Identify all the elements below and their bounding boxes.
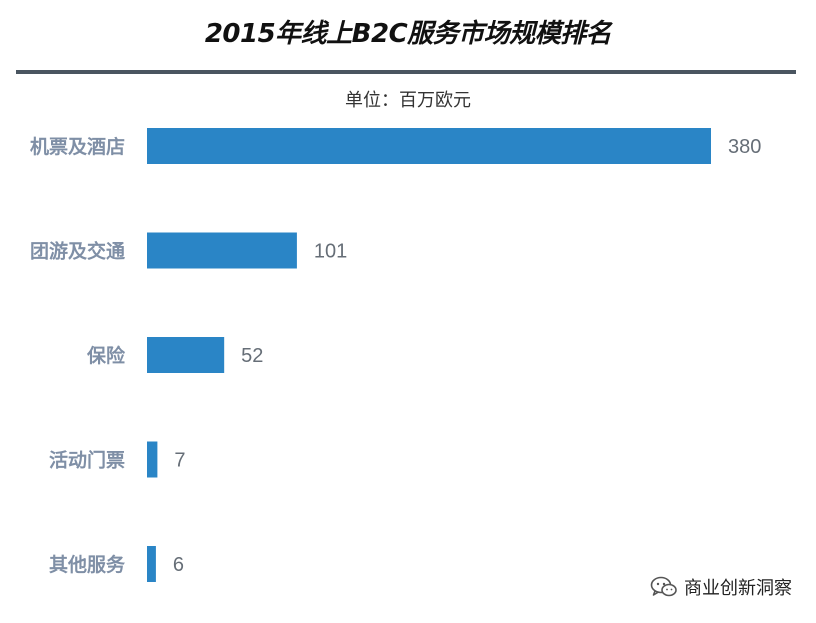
bar xyxy=(147,441,158,478)
value-label: 380 xyxy=(728,136,761,158)
bar xyxy=(147,128,711,164)
wechat-icon xyxy=(650,575,678,599)
chart-title: 2015年线上B2C服务市场规模排名 xyxy=(204,19,612,49)
unit-label: 单位：百万欧元 xyxy=(345,90,471,111)
watermark-text: 商业创新洞察 xyxy=(684,578,792,599)
bar xyxy=(147,232,297,269)
category-label: 团游及交通 xyxy=(30,240,126,263)
category-label: 活动门票 xyxy=(49,449,125,472)
value-label: 52 xyxy=(241,345,263,367)
watermark: 商业创新洞察 xyxy=(650,574,792,600)
bar-chart: 机票及酒店 380 团游及交通 101 保险 52 活动门票 7 其他服务 6 xyxy=(30,128,761,582)
title-divider xyxy=(16,70,796,74)
value-label: 7 xyxy=(174,450,185,472)
value-label: 6 xyxy=(173,554,184,576)
category-label: 其他服务 xyxy=(49,553,126,576)
bar xyxy=(147,337,225,373)
category-label: 机票及酒店 xyxy=(30,135,125,158)
category-label: 保险 xyxy=(86,344,126,367)
value-label: 101 xyxy=(314,241,347,263)
bar xyxy=(147,546,156,582)
